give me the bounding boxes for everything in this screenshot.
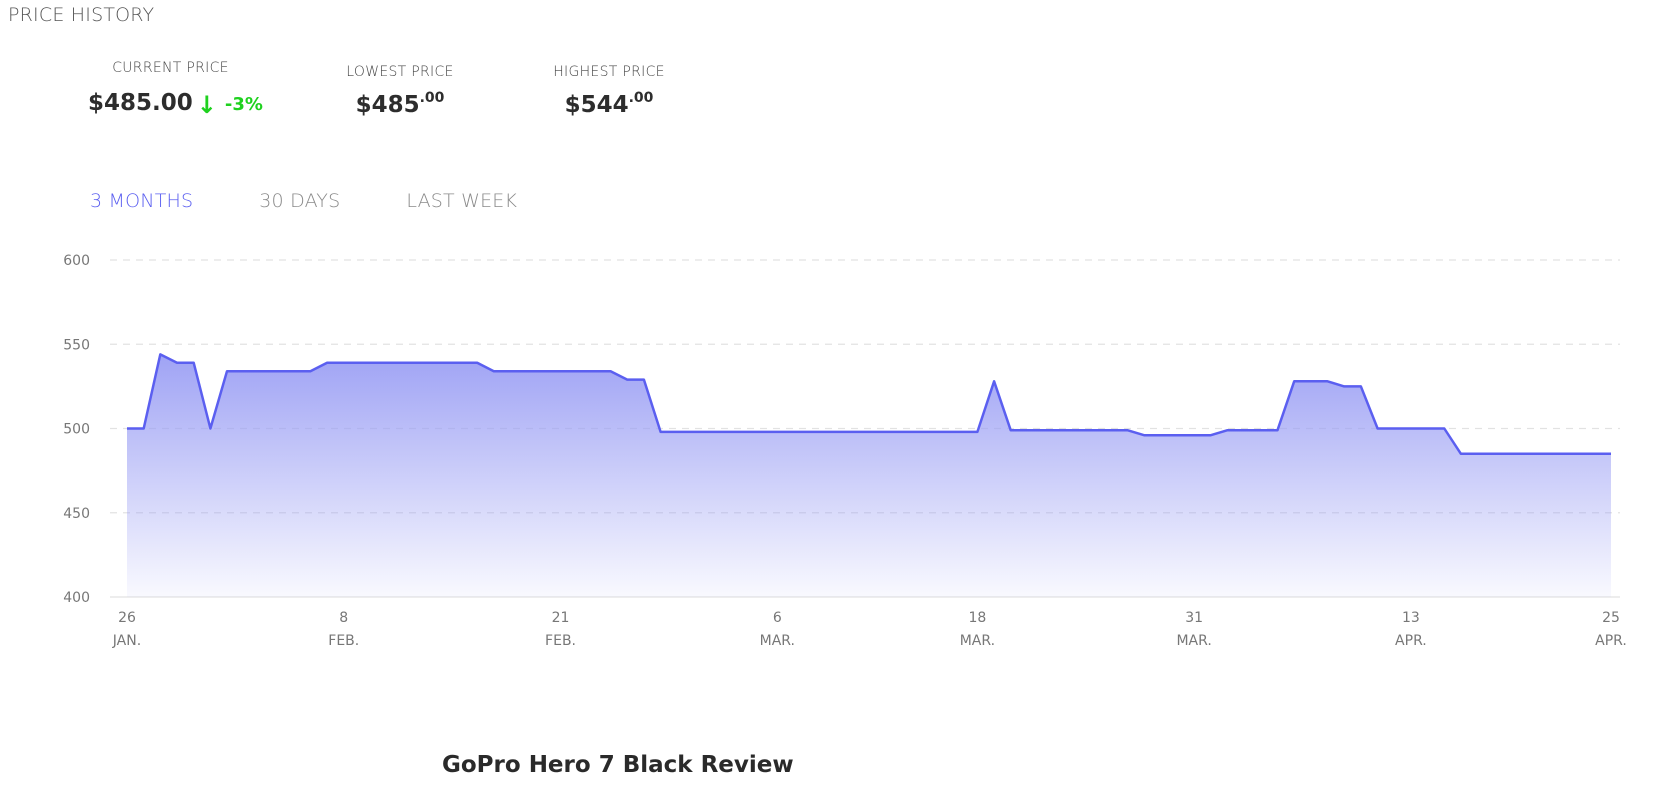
x-axis: 26 JAN. 8 FEB. 21 FEB. 6 MAR. 18 MAR. 31 MAR. 13 APR.… [112, 610, 1627, 649]
arrow-down-icon: ↓ [196, 91, 217, 119]
highest-price-dollars: $544 [564, 92, 629, 118]
lowest-price-label: LOWEST PRICE [346, 64, 454, 80]
x-tick-month: FEB. [328, 633, 359, 649]
period-tabs: 3 MONTHS 30 DAYS LAST WEEK [90, 190, 583, 212]
tab-last-week[interactable]: LAST WEEK [406, 190, 518, 212]
review-title: GoPro Hero 7 Black Review [442, 752, 794, 778]
x-tick-day: 25 [1602, 610, 1620, 626]
x-tick-day: 18 [968, 610, 986, 626]
y-axis: 400 450 500 550 600 [63, 253, 90, 606]
x-tick-month: JAN. [112, 633, 141, 649]
x-tick-day: 13 [1402, 610, 1420, 626]
price-series-line [127, 353, 1611, 456]
lowest-price-cents: .00 [419, 90, 445, 106]
current-price-label: CURRENT PRICE [112, 60, 229, 76]
lowest-price-dollars: $485 [355, 92, 420, 118]
x-tick-day: 6 [773, 610, 782, 626]
y-tick-label: 450 [63, 506, 90, 522]
current-price-stat: CURRENT PRICE $485.00 ↓ -3% [88, 60, 263, 119]
section-title: PRICE HISTORY [8, 4, 155, 26]
x-tick-day: 31 [1185, 610, 1203, 626]
y-tick-label: 400 [63, 590, 90, 606]
highest-price-label: HIGHEST PRICE [553, 64, 665, 80]
highest-price-stat: HIGHEST PRICE $544.00 [540, 64, 678, 118]
current-price-value-row: $485.00 ↓ -3% [88, 88, 263, 119]
x-tick-month: FEB. [545, 633, 576, 649]
x-tick-month: APR. [1395, 633, 1427, 649]
price-change-percent: -3% [224, 94, 263, 115]
y-tick-label: 500 [63, 422, 90, 438]
x-tick-day: 26 [118, 610, 136, 626]
y-tick-label: 550 [63, 337, 90, 353]
lowest-price-value: $485.00 [335, 90, 465, 118]
x-tick-day: 21 [552, 610, 570, 626]
x-tick-month: MAR. [760, 633, 795, 649]
x-tick-day: 8 [339, 610, 348, 626]
lowest-price-stat: LOWEST PRICE $485.00 [335, 64, 465, 118]
price-area-fill [127, 354, 1611, 597]
chart-area-layer [127, 353, 1611, 597]
x-tick-month: MAR. [960, 633, 995, 649]
current-price-value: $485.00 [88, 90, 193, 116]
highest-price-cents: .00 [628, 90, 654, 106]
highest-price-value: $544.00 [540, 90, 678, 118]
x-tick-month: MAR. [1176, 633, 1211, 649]
tab-3-months[interactable]: 3 MONTHS [90, 190, 194, 212]
x-tick-month: APR. [1595, 633, 1627, 649]
y-tick-label: 600 [63, 253, 90, 269]
tab-30-days[interactable]: 30 DAYS [259, 190, 341, 212]
price-history-chart: 400 450 500 550 600 26 JAN. 8 FEB. 21 FEB. 6 MAR. 18… [63, 253, 1627, 649]
